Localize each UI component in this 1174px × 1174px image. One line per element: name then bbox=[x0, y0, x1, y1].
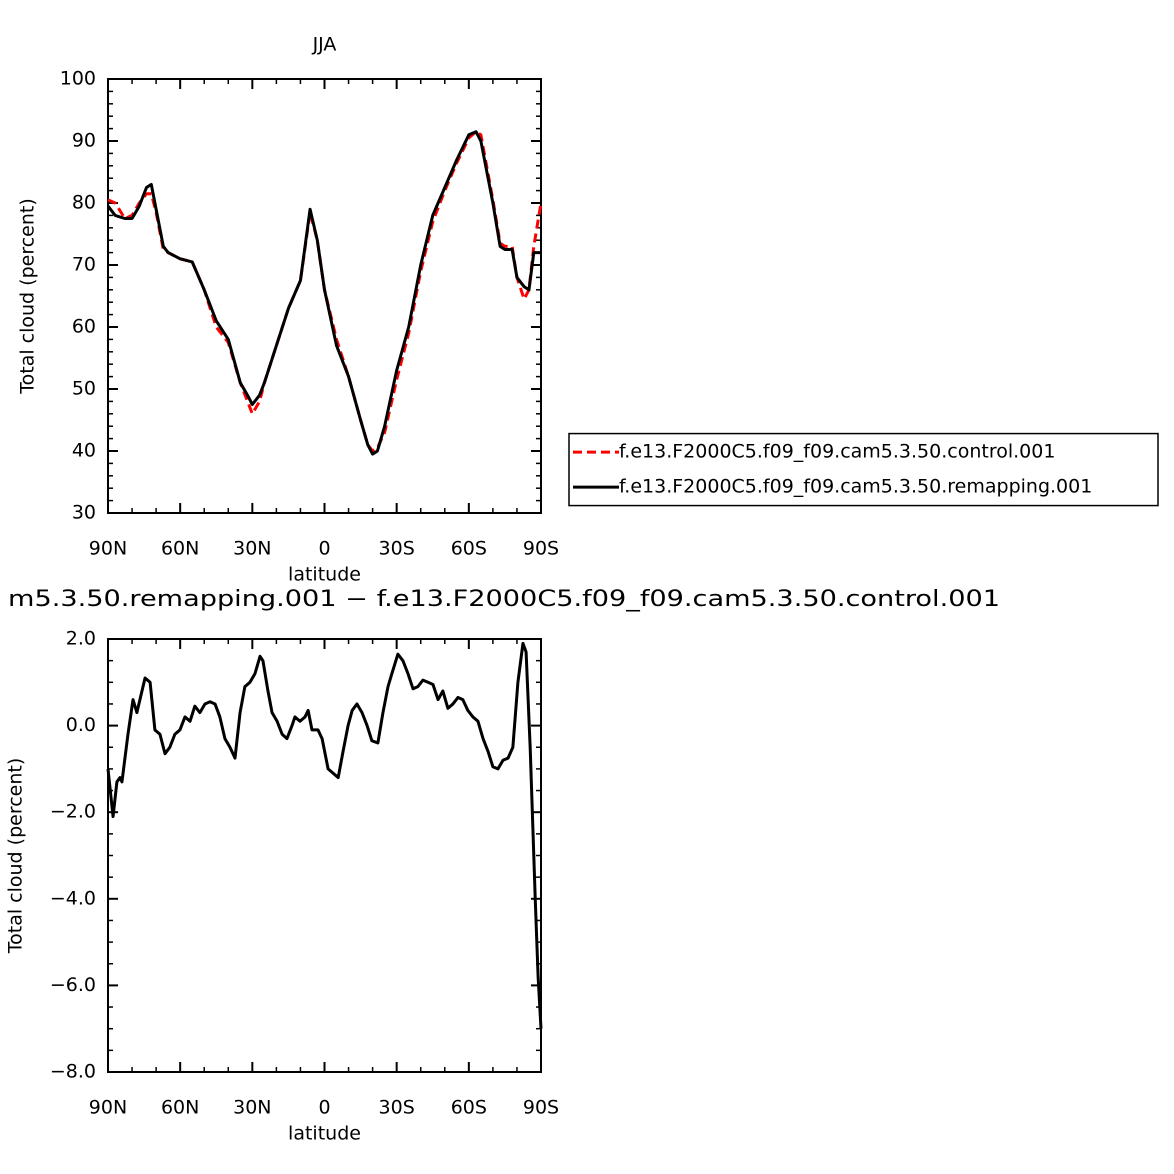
plot-frame bbox=[107, 638, 542, 1073]
x-tick-label: 90S bbox=[523, 538, 559, 560]
x-tick-label: 60N bbox=[161, 1097, 199, 1119]
legend-label: f.e13.F2000C5.f09_f09.cam5.3.50.remappin… bbox=[619, 476, 1092, 498]
y-tick-label: −8.0 bbox=[50, 1061, 96, 1083]
x-tick-label: 30N bbox=[233, 538, 271, 560]
y-tick-label: −2.0 bbox=[50, 801, 96, 823]
legend-label: f.e13.F2000C5.f09_f09.cam5.3.50.control.… bbox=[619, 441, 1055, 463]
y-tick-label: 70 bbox=[72, 254, 96, 276]
x-tick-label: 60N bbox=[161, 538, 199, 560]
plot: m5.3.50.remapping.001 − f.e13.F2000C5.f0… bbox=[5, 587, 1000, 1145]
x-tick-label: 0 bbox=[318, 1097, 330, 1119]
y-tick-label: 90 bbox=[72, 130, 96, 152]
y-tick-label: 80 bbox=[72, 192, 96, 214]
y-tick-label: 50 bbox=[72, 378, 96, 400]
y-tick-label: 60 bbox=[72, 316, 96, 338]
y-tick-label: −4.0 bbox=[50, 887, 96, 909]
data-line bbox=[106, 641, 543, 1029]
x-tick-label: 90N bbox=[89, 538, 127, 560]
y-tick-label: −6.0 bbox=[50, 974, 96, 996]
x-axis-label: latitude bbox=[288, 1123, 361, 1145]
x-axis-label: latitude bbox=[288, 564, 361, 586]
x-tick-label: 30N bbox=[233, 1097, 271, 1119]
y-tick-label: 100 bbox=[60, 68, 96, 90]
x-tick-label: 90S bbox=[523, 1097, 559, 1119]
y-tick-label: 40 bbox=[72, 440, 96, 462]
y-axis-label: Total cloud (percent) bbox=[5, 758, 27, 955]
legend: f.e13.F2000C5.f09_f09.cam5.3.50.control.… bbox=[568, 432, 1159, 507]
x-tick-label: 60S bbox=[451, 538, 487, 560]
x-tick-label: 30S bbox=[379, 538, 415, 560]
x-tick-label: 60S bbox=[451, 1097, 487, 1119]
y-axis-label: Total cloud (percent) bbox=[17, 198, 39, 395]
y-tick-label: 30 bbox=[72, 502, 96, 524]
y-tick-label: 2.0 bbox=[66, 628, 96, 650]
legend-box bbox=[568, 432, 1159, 507]
x-tick-label: 90N bbox=[89, 1097, 127, 1119]
plot: JJA latitude Total cloud (percent) 90N 60N 30… bbox=[17, 34, 1159, 586]
x-tick-label: 0 bbox=[318, 538, 330, 560]
y-tick-label: 0.0 bbox=[66, 714, 96, 736]
data-line bbox=[106, 130, 541, 456]
x-tick-label: 30S bbox=[379, 1097, 415, 1119]
chart-title: JJA bbox=[312, 34, 337, 56]
chart-title: m5.3.50.remapping.001 − f.e13.F2000C5.f0… bbox=[8, 587, 1000, 612]
